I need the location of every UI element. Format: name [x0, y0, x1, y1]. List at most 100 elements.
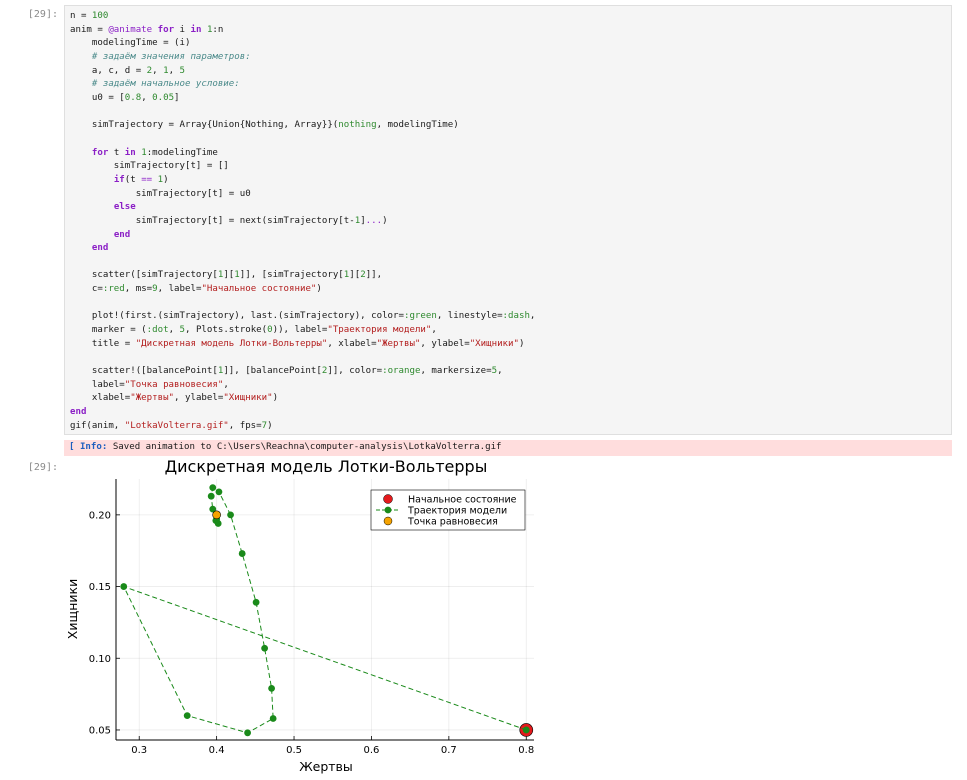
legend-marker-balance — [383, 516, 393, 526]
code-token: , modelingTime) — [376, 120, 459, 131]
code-line: simTrajectory[t] = next(simTrajectory[t-… — [70, 216, 388, 226]
code-token: 1 — [206, 24, 213, 35]
code-token: ) — [267, 420, 273, 431]
code-token: u0 = [ — [70, 92, 125, 103]
trajectory-point — [209, 484, 217, 492]
code-token: title = — [70, 338, 136, 349]
code-line: xlabel="Жертвы", ylabel="Хищники") — [70, 393, 278, 403]
code-token: n = — [70, 11, 92, 21]
code-token: ) — [272, 393, 279, 404]
code-token: 2 — [146, 65, 153, 76]
code-token: marker = ( — [70, 325, 147, 336]
code-token: , Plots.stroke( — [185, 325, 268, 336]
trajectory-point — [522, 726, 530, 734]
code-token: label= — [70, 379, 125, 390]
code-token: 2 — [321, 366, 328, 377]
trajectory-point — [244, 729, 251, 737]
code-line: simTrajectory[t] = u0 — [70, 189, 251, 199]
x-tick-label: 0.3 — [131, 745, 147, 756]
code-token: )), label= — [272, 325, 328, 336]
tick-labels: 0.3 0.4 0.5 0.6 0.7 0.8 0.05 0.10 0.15 0.20 — [89, 510, 534, 756]
code-token: end — [70, 407, 87, 418]
legend-label: Точка равновесия — [407, 517, 498, 528]
trajectory-point — [207, 492, 215, 500]
code-token: 1 — [343, 270, 350, 281]
trajectory-point — [183, 712, 191, 720]
code-token: ] — [174, 92, 180, 103]
output-prompt: [29]: — [27, 462, 58, 473]
code-token: if — [113, 174, 125, 185]
code-token: simTrajectory[t] = next(simTrajectory[t- — [70, 215, 355, 226]
code-token: , — [152, 65, 164, 76]
x-tick-label: 0.4 — [209, 745, 225, 756]
code-token: 1 — [157, 174, 164, 185]
code-token: :modelingTime — [146, 147, 218, 158]
code-token: 0.05 — [152, 92, 175, 103]
code-token: a, c, d = — [70, 65, 147, 76]
trajectory-point — [227, 511, 234, 519]
code-token: , linestyle= — [436, 311, 503, 322]
lotka-volterra-plot: Дискретная модель Лотки-Вольтерры 0.3 0.4… — [65, 457, 534, 774]
code-line: # задаём значения параметров: — [70, 52, 251, 62]
code-line: modelingTime = (i) — [70, 38, 191, 48]
code-token — [70, 230, 114, 240]
code-line: u0 = [0.8, 0.05] — [70, 93, 180, 103]
legend-label: Траектория модели — [407, 506, 507, 517]
code-token: gif(anim, — [70, 420, 125, 431]
code-token: # задаём начальное условие: — [70, 79, 240, 90]
trajectory-point — [209, 505, 217, 513]
code-cell[interactable]: n = 100 anim = @animate for i in 1:n mod… — [64, 5, 952, 435]
code-token: ]], [balancePoint[ — [223, 366, 322, 377]
x-tick-label: 0.8 — [518, 745, 534, 756]
code-line: marker = (:dot, 5, Plots.stroke(0)), lab… — [70, 325, 437, 335]
code-token: i — [174, 24, 191, 35]
code-line: scatter!([balancePoint[1]], [balancePoin… — [70, 366, 503, 376]
code-token — [70, 175, 114, 185]
axes — [115, 479, 534, 741]
code-token: 1 — [141, 147, 147, 158]
code-token: ) — [518, 338, 525, 349]
code-token: (t — [124, 174, 142, 185]
code-token: in — [190, 24, 202, 35]
code-token: end — [113, 229, 131, 240]
code-token: ) — [382, 215, 388, 226]
code-token: 1 — [217, 366, 224, 377]
code-token — [70, 148, 92, 158]
x-tick-label: 0.5 — [286, 745, 302, 756]
trajectory-point — [252, 598, 260, 606]
code-token: ]], — [365, 270, 383, 281]
y-tick-label: 0.10 — [89, 654, 111, 665]
code-token: :dot — [146, 325, 169, 336]
code-token — [70, 202, 114, 212]
balance-point — [212, 510, 221, 520]
code-token: simTrajectory[t] = [] — [70, 161, 229, 172]
code-token: "Точка равновесия" — [124, 379, 224, 390]
code-editor[interactable]: n = 100 anim = @animate for i in 1:n mod… — [65, 6, 951, 433]
code-token: else — [113, 202, 136, 213]
legend-marker-initial — [383, 494, 393, 504]
code-token: "Хищники" — [223, 393, 273, 404]
code-token: c= — [70, 284, 103, 295]
code-token: 5 — [179, 65, 186, 76]
code-token: in — [124, 147, 136, 158]
code-token: t — [108, 147, 125, 158]
code-token: end — [91, 243, 109, 254]
code-token: "Начальное состояние" — [201, 284, 317, 295]
code-line: # задаём начальное условие: — [70, 79, 240, 89]
code-token: , ms= — [124, 284, 153, 295]
x-axis-label: Жертвы — [299, 759, 353, 774]
code-token: , — [223, 379, 229, 390]
code-line: if(t == 1) — [70, 175, 169, 185]
code-token: scatter!([balancePoint[ — [70, 366, 218, 377]
code-token: plot!(first.(simTrajectory), last.(simTr… — [70, 311, 404, 322]
code-token: :red — [102, 284, 125, 295]
y-tick-label: 0.15 — [89, 582, 111, 593]
code-token: anim = — [70, 24, 109, 35]
legend-marker-trajectory — [384, 506, 392, 514]
y-tick-label: 0.05 — [89, 725, 111, 736]
trajectory-point — [120, 583, 128, 590]
x-tick-label: 0.7 — [441, 745, 457, 756]
code-token: nothing — [338, 120, 377, 131]
trajectory-point — [215, 488, 223, 496]
